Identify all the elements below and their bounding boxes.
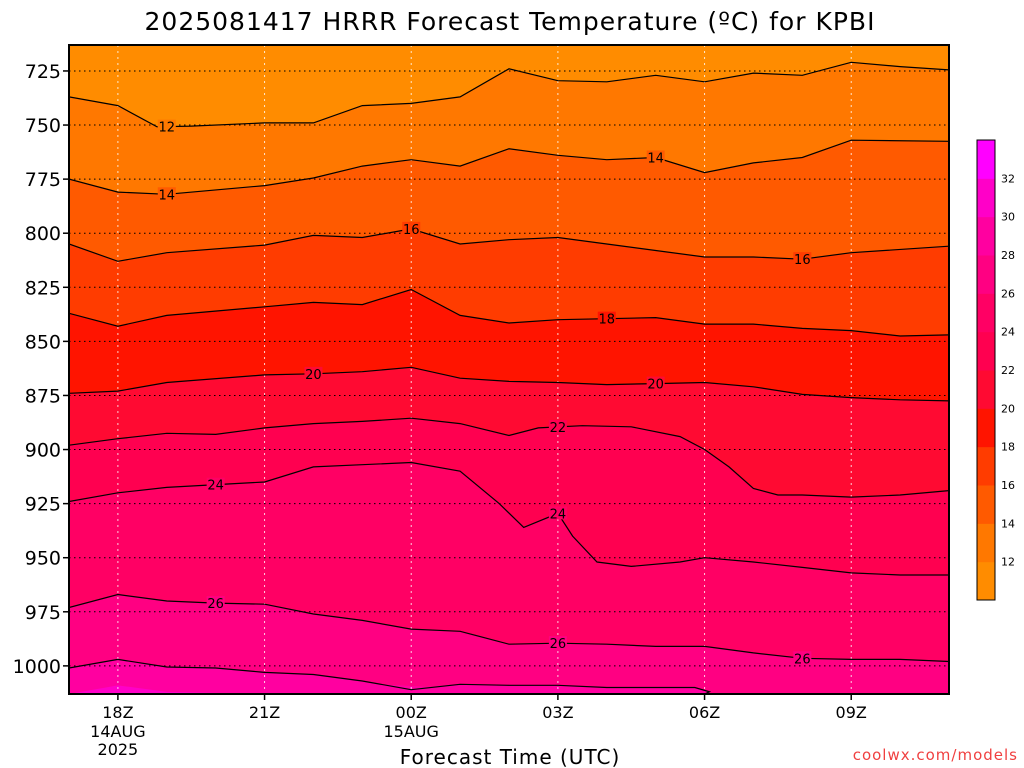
contour-label: 16 (403, 223, 420, 238)
colorbar-label: 14 (1001, 517, 1015, 530)
colorbar-label: 18 (1001, 441, 1015, 454)
y-tick-label: 725 (25, 61, 61, 83)
contour-label-bg (793, 252, 812, 266)
contour-line-16 (69, 228, 949, 262)
x-tick-label: 03Z (542, 703, 573, 722)
y-tick-label: 825 (25, 277, 61, 299)
contour-22: 22 (69, 417, 949, 498)
contour-label: 24 (550, 507, 567, 522)
contour-26: 26 26 26 (69, 593, 949, 667)
contour-label-bg (548, 636, 567, 650)
colorbar-label: 24 (1001, 326, 1015, 339)
contour-label: 20 (305, 368, 322, 383)
y-tick-label: 875 (25, 385, 61, 407)
colorbar-label: 12 (1001, 556, 1015, 569)
x-tick-sublabel: 2025 (98, 740, 139, 759)
contour-label: 18 (599, 313, 616, 328)
contour-line-14 (69, 139, 949, 195)
colorbar-label: 22 (1001, 364, 1015, 377)
contour-label: 12 (159, 121, 176, 136)
colorbar-swatch (977, 178, 995, 218)
contour-label-bg (548, 419, 567, 433)
contour-label-bg (646, 150, 665, 164)
colorbar-swatch (977, 370, 995, 409)
x-tick-label: 00Z (396, 703, 427, 722)
colorbar-swatch (977, 485, 995, 524)
y-tick-label: 950 (25, 548, 61, 570)
y-tick-label: 975 (25, 602, 61, 624)
contour-label-bg (304, 366, 323, 380)
colorbar-frame (976, 139, 996, 601)
contour-label: 24 (207, 479, 224, 494)
x-tick-label: 21Z (249, 703, 280, 722)
chart-title: 2025081417 HRRR Forecast Temperature (ºC… (145, 7, 876, 36)
colorbar: 12 14 16 18 20 22 24 26 28 30 32 (976, 139, 1015, 601)
x-tick-sublabel: 14AUG (90, 722, 145, 741)
contour-label-bg (402, 221, 421, 235)
colorbar-swatch (977, 561, 995, 601)
y-tick-label: 775 (25, 169, 61, 191)
y-tick-label: 750 (25, 115, 61, 137)
y-tick-label: 900 (25, 440, 61, 462)
contour-label: 14 (159, 188, 176, 203)
colorbar-swatch (977, 293, 995, 333)
contour-28 (69, 658, 712, 694)
contour-label: 14 (647, 151, 664, 166)
y-axis: 725 750 775 800 825 850 875 900 925 950 975 1000 (13, 61, 69, 678)
colorbar-label: 30 (1001, 211, 1015, 224)
colorbar-swatch (977, 446, 995, 486)
contour-label-bg (646, 376, 665, 390)
contour-label: 16 (794, 253, 811, 268)
y-tick-label: 850 (25, 331, 61, 353)
y-tick-label: 800 (25, 223, 61, 245)
grid (69, 45, 949, 694)
x-tick-sublabel: 15AUG (384, 722, 439, 741)
contour-line-28 (69, 658, 712, 694)
colorbar-label: 20 (1001, 402, 1015, 415)
contour-label-bg (793, 651, 812, 665)
contour-label-bg (206, 596, 225, 610)
colorbar-swatch (977, 523, 995, 563)
y-tick-label: 1000 (13, 656, 61, 678)
colorbar-swatch (977, 255, 995, 294)
contour-line-18 (69, 288, 949, 337)
contour-24: 24 24 (69, 461, 949, 576)
colorbar-swatch (977, 408, 995, 448)
contour-label: 26 (207, 597, 224, 612)
y-tick-label: 925 (25, 494, 61, 516)
contour-14: 14 14 (69, 139, 949, 203)
colorbar-label: 16 (1001, 479, 1015, 492)
contour-label: 22 (550, 421, 567, 436)
colorbar-swatch (977, 331, 995, 371)
contour-label-bg (548, 506, 567, 520)
x-axis-label: Forecast Time (UTC) (400, 745, 621, 768)
credit-text: coolwx.com/models (853, 746, 1018, 764)
contour-label-bg (157, 119, 176, 133)
plot-frame (68, 44, 950, 695)
colorbar-label: 26 (1001, 287, 1015, 300)
x-tick-label: 18Z (102, 703, 133, 722)
x-tick-label: 09Z (836, 703, 867, 722)
contour-label: 26 (794, 652, 811, 667)
contour-line-20 (69, 366, 949, 402)
contour-18: 18 (69, 288, 949, 337)
contour-label-bg (206, 477, 225, 491)
contour-label-bg (157, 187, 176, 201)
colorbar-swatch (977, 140, 995, 179)
contour-label: 26 (550, 637, 567, 652)
colorbar-swatch (977, 216, 995, 256)
contour-label-bg (597, 311, 616, 325)
contour-line-12 (69, 61, 949, 128)
colorbar-label: 32 (1001, 172, 1015, 185)
contour-label: 20 (647, 378, 664, 393)
contour-12: 12 (69, 61, 949, 136)
x-tick-label: 06Z (689, 703, 720, 722)
colorbar-label: 28 (1001, 249, 1015, 262)
